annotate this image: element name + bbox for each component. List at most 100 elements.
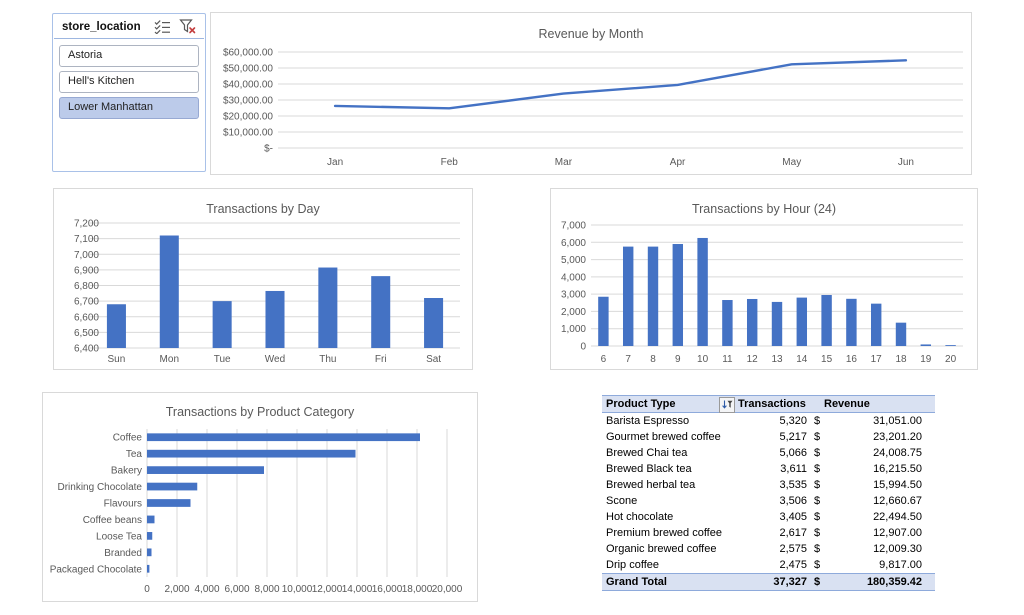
bar-15 (821, 295, 832, 346)
transactions-by-product-category-chart[interactable]: Transactions by Product Category 0 2,000 4,… (42, 392, 478, 602)
slicer-item-astoria[interactable]: Astoria (59, 45, 199, 67)
revenue-cell: $15,994.50 (807, 477, 935, 493)
revenue-cell: $12,009.30 (807, 541, 935, 557)
svg-text:14: 14 (796, 354, 808, 365)
transactions-cell: 2,617 (779, 527, 807, 539)
svg-text:13: 13 (771, 354, 783, 365)
svg-text:Sat: Sat (426, 354, 441, 365)
bar-7 (622, 246, 634, 346)
svg-text:7: 7 (625, 354, 631, 365)
slicer-item-lower-manhattan[interactable]: Lower Manhattan (59, 97, 199, 119)
slicer-item-list: Astoria Hell's Kitchen Lower Manhattan (53, 39, 205, 125)
svg-text:0: 0 (144, 584, 150, 595)
currency-symbol: $ (814, 431, 821, 443)
revenue-cell: $22,494.50 (807, 509, 935, 525)
currency-symbol: $ (814, 543, 821, 555)
bar-packaged-chocolate (147, 564, 150, 573)
multi-select-icon[interactable] (152, 19, 172, 34)
bar-series[interactable] (598, 237, 956, 346)
y-axis: $- $10,000.00 $20,000.00 $30,000.00 $40,000.… (223, 48, 963, 155)
svg-text:$40,000.00: $40,000.00 (223, 80, 273, 91)
revenue-value: 16,215.50 (873, 463, 922, 475)
product-cell: Scone (606, 495, 638, 507)
bar-bakery (147, 466, 264, 474)
grand-total-transactions: 37,327 (773, 576, 807, 588)
bar-8 (647, 246, 659, 346)
svg-text:Apr: Apr (670, 157, 686, 168)
revenue-cell: $16,215.50 (807, 461, 935, 477)
currency-symbol: $ (814, 559, 821, 571)
revenue-line-series[interactable] (333, 59, 908, 110)
svg-text:$30,000.00: $30,000.00 (223, 96, 273, 107)
bar-9 (672, 244, 684, 346)
bar-branded (147, 548, 152, 557)
svg-text:Tue: Tue (214, 354, 231, 365)
svg-text:6: 6 (601, 354, 607, 365)
product-cell: Drip coffee (606, 559, 659, 571)
svg-text:8,000: 8,000 (254, 584, 279, 595)
currency-symbol: $ (814, 511, 821, 523)
svg-text:Bakery: Bakery (111, 466, 142, 477)
currency-symbol: $ (814, 495, 821, 507)
transactions-cell: 5,066 (779, 447, 807, 459)
revenue-by-month-chart[interactable]: Revenue by Month $- $10,000.00 $20,000.00 $3… (210, 12, 972, 175)
currency-symbol: $ (814, 447, 821, 459)
table-row: Scone 3,506 $12,660.67 (602, 493, 935, 509)
transactions-by-hour-chart[interactable]: Transactions by Hour (24) 0 1,000 2,000 3,00… (550, 188, 978, 370)
bar-20 (945, 345, 956, 346)
svg-text:16: 16 (846, 354, 858, 365)
svg-text:9: 9 (675, 354, 681, 365)
slicer-item-hell-s-kitchen[interactable]: Hell's Kitchen (59, 71, 199, 93)
svg-text:10: 10 (697, 354, 709, 365)
bar-16 (846, 298, 857, 346)
svg-text:4,000: 4,000 (561, 272, 586, 283)
currency-symbol: $ (814, 479, 821, 491)
product-cell: Brewed Chai tea (606, 447, 688, 459)
svg-text:0: 0 (580, 342, 586, 353)
table-row: Brewed Chai tea 5,066 $24,008.75 (602, 445, 935, 461)
bar-series[interactable] (106, 235, 444, 349)
revenue-by-month-svg: Revenue by Month $- $10,000.00 $20,000.00 $3… (223, 27, 963, 168)
transactions-cell: 3,506 (779, 495, 807, 507)
revenue-value: 31,051.00 (873, 415, 922, 427)
revenue-value: 23,201.20 (873, 431, 922, 443)
table-row: Gourmet brewed coffee 5,217 $23,201.20 (602, 429, 935, 445)
clear-filter-icon[interactable] (177, 19, 197, 34)
bar-fri (371, 276, 391, 348)
transactions-cell: 3,405 (779, 511, 807, 523)
svg-text:5,000: 5,000 (561, 255, 586, 266)
revenue-value: 22,494.50 (873, 511, 922, 523)
svg-text:Coffee: Coffee (113, 433, 143, 444)
svg-text:2,000: 2,000 (561, 307, 586, 318)
store-location-slicer[interactable]: store_location Astoria Hell's Kitchen Lowe… (52, 13, 206, 172)
svg-text:2,000: 2,000 (164, 584, 189, 595)
svg-text:Jun: Jun (898, 157, 914, 168)
product-cell: Premium brewed coffee (606, 527, 722, 539)
svg-text:Flavours: Flavours (104, 499, 142, 510)
product-type-header: Product Type (606, 398, 676, 410)
svg-text:7,200: 7,200 (74, 219, 99, 230)
svg-text:Thu: Thu (319, 354, 336, 365)
category-axis: Coffee Tea Bakery Drinking Chocolate Flavour… (50, 433, 143, 576)
revenue-value: 15,994.50 (873, 479, 922, 491)
bar-coffee (147, 433, 420, 442)
x-axis: 6 7 8 9 10 11 12 13 14 15 16 17 18 19 20 (601, 354, 957, 365)
currency-symbol: $ (814, 463, 821, 475)
bar-18 (895, 322, 907, 346)
transactions-cell: 3,611 (780, 463, 807, 475)
sort-filter-icon[interactable] (719, 396, 735, 413)
svg-text:12: 12 (747, 354, 759, 365)
currency-symbol: $ (814, 527, 821, 539)
product-cell: Brewed Black tea (606, 463, 692, 475)
svg-text:17: 17 (871, 354, 883, 365)
currency-symbol: $ (814, 576, 821, 588)
transactions-by-day-chart[interactable]: Transactions by Day 6,400 6,500 6,600 6,700 6… (53, 188, 473, 370)
bar-series[interactable] (147, 433, 420, 573)
svg-text:7,100: 7,100 (74, 234, 99, 245)
bar-14 (796, 297, 808, 346)
svg-text:6,400: 6,400 (74, 344, 99, 355)
revenue-cell: $31,051.00 (807, 413, 935, 429)
svg-text:16,000: 16,000 (372, 584, 403, 595)
transactions-header: Transactions (738, 398, 806, 410)
table-row: Premium brewed coffee 2,617 $12,907.00 (602, 525, 935, 541)
